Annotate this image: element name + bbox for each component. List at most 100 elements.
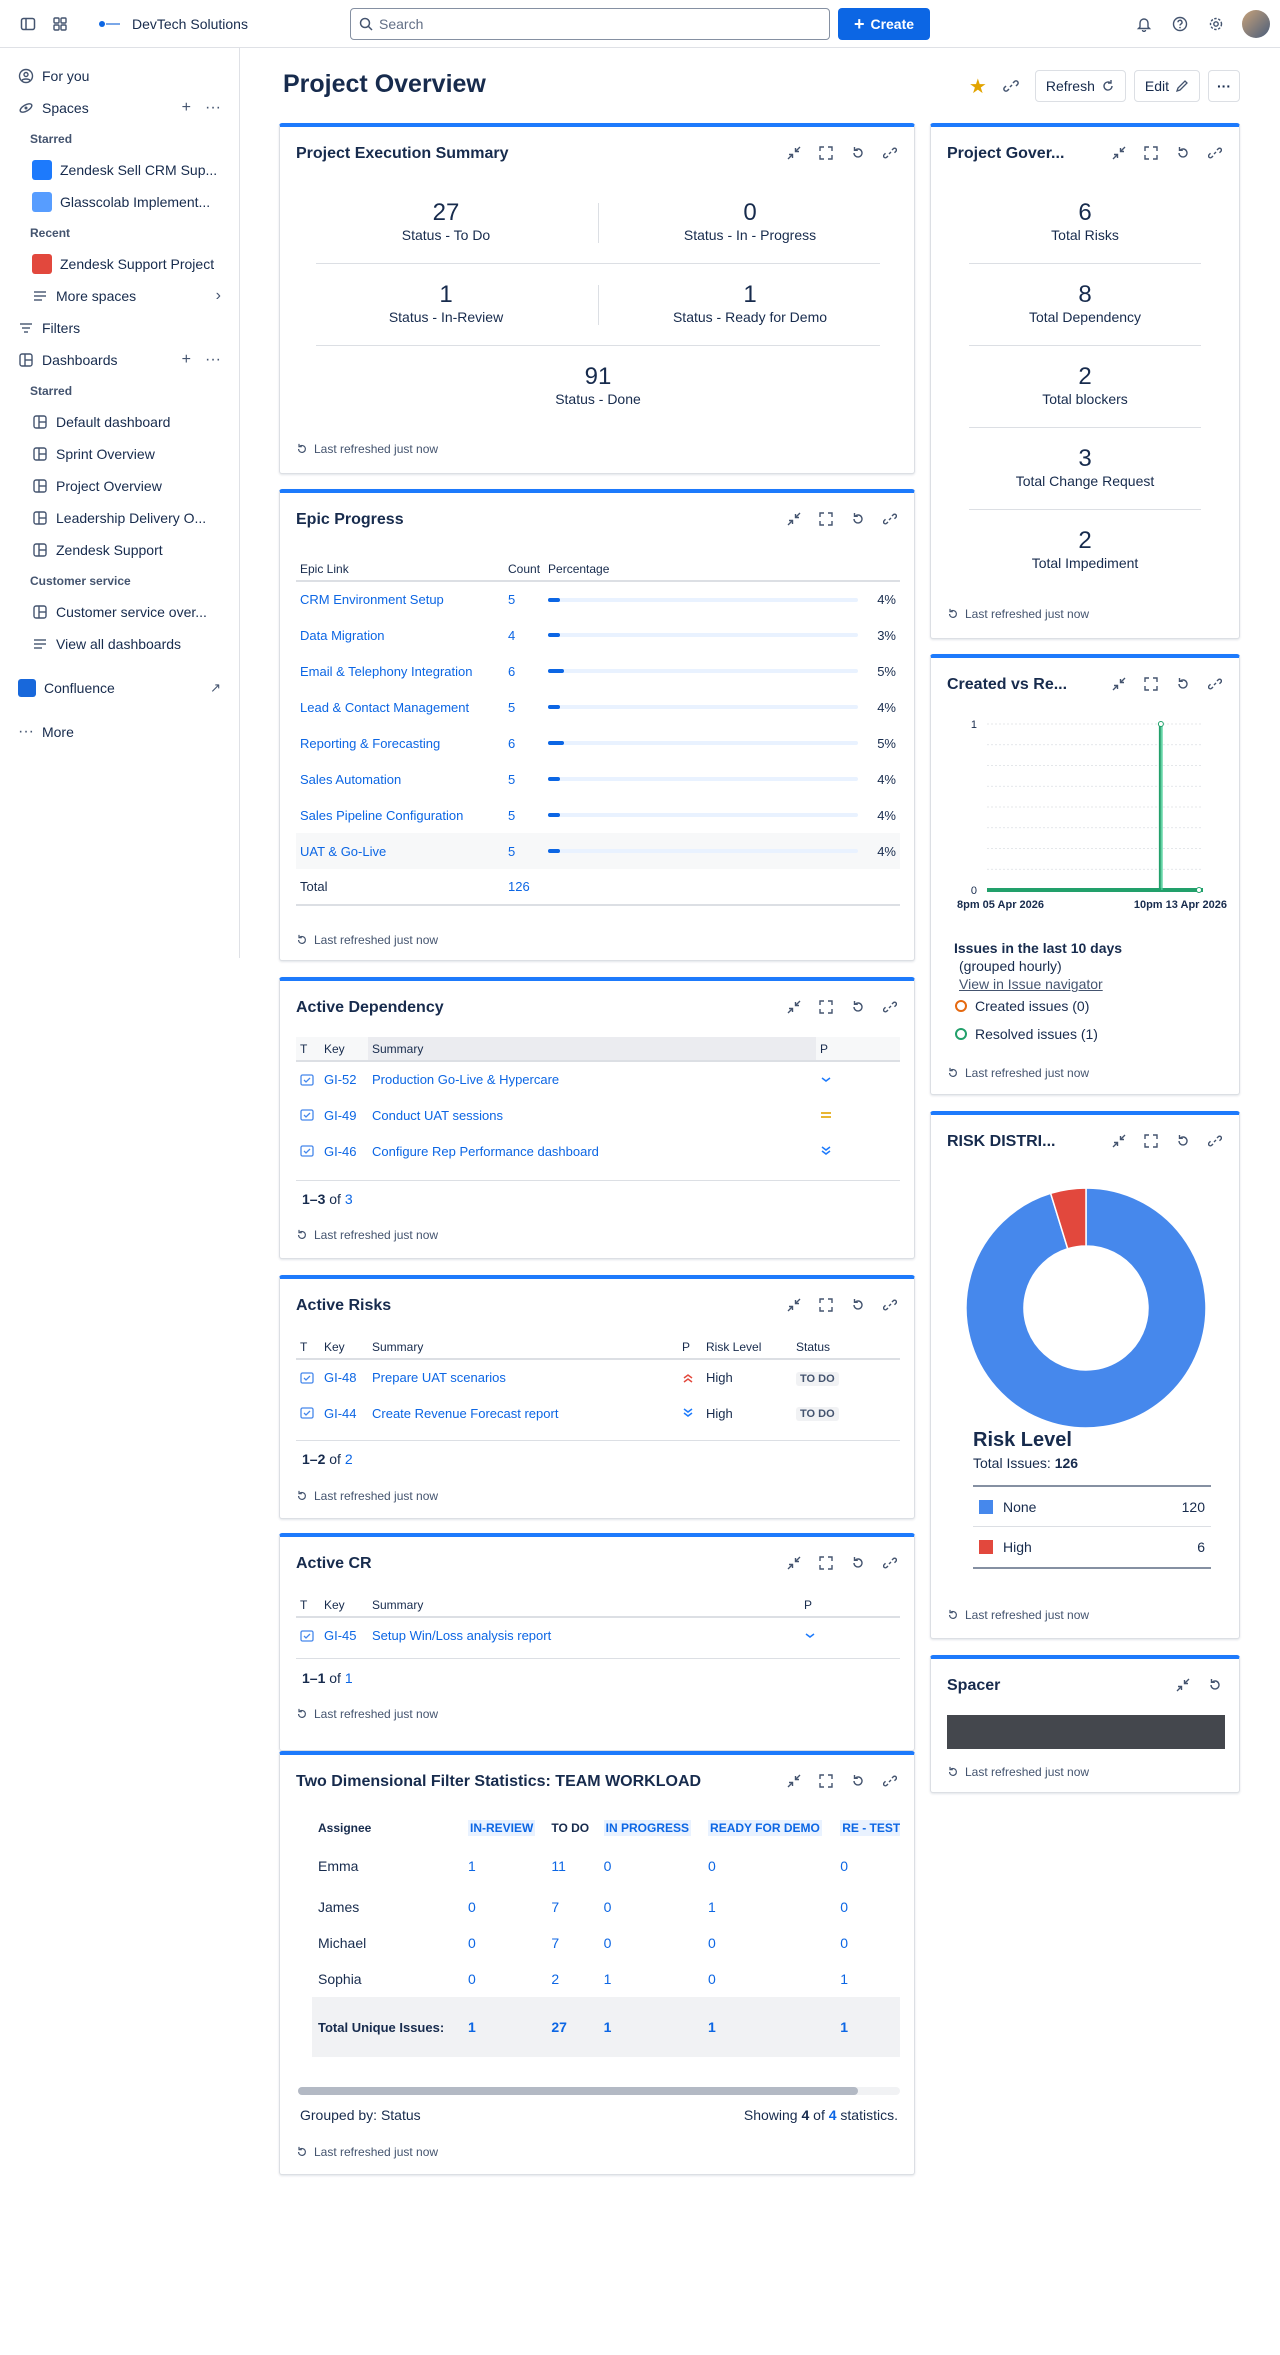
issue-navigator-link[interactable]: View in Issue navigator bbox=[959, 976, 1103, 992]
stat-cell[interactable]: 0 bbox=[603, 1899, 612, 1915]
governance-stat-3[interactable]: 2 Total blockers bbox=[1042, 363, 1128, 407]
stat-cell[interactable]: 0 bbox=[840, 1858, 848, 1874]
table-row[interactable]: UAT & Go-Live 5 4% bbox=[296, 833, 900, 869]
table-row[interactable]: Emma 1 11 0 0 0 bbox=[312, 1843, 900, 1889]
help-icon[interactable] bbox=[1164, 8, 1196, 40]
epic-link[interactable]: Lead & Contact Management bbox=[300, 699, 470, 715]
epic-link[interactable]: Data Migration bbox=[300, 627, 385, 643]
col-header[interactable]: Epic Link bbox=[296, 557, 504, 582]
epic-link[interactable]: UAT & Go-Live bbox=[300, 843, 387, 859]
table-row[interactable]: Data Migration 4 3% bbox=[296, 617, 900, 653]
col-header[interactable]: IN-REVIEW bbox=[468, 1820, 536, 1836]
pager-total-link[interactable]: 2 bbox=[344, 1451, 353, 1467]
fullscreen-icon[interactable] bbox=[816, 143, 836, 163]
col-header[interactable]: T bbox=[296, 1335, 320, 1360]
minimize-icon[interactable] bbox=[784, 509, 804, 529]
epic-count[interactable]: 5 bbox=[508, 807, 516, 823]
fullscreen-icon[interactable] bbox=[816, 1295, 836, 1315]
sidebar-item-spaces[interactable]: Spaces + ··· bbox=[12, 92, 227, 124]
total-cell[interactable]: 1 bbox=[468, 2019, 476, 2035]
col-header[interactable]: Key bbox=[320, 1593, 368, 1618]
app-switcher-icon[interactable] bbox=[44, 8, 76, 40]
notifications-bell-icon[interactable] bbox=[1128, 8, 1160, 40]
table-row[interactable]: GI-52 Production Go-Live & Hypercare bbox=[296, 1061, 900, 1097]
pie-slice-high[interactable] bbox=[1049, 1187, 1087, 1250]
refresh-icon[interactable] bbox=[1173, 143, 1193, 163]
refresh-icon[interactable] bbox=[848, 143, 868, 163]
sidebar-toggle-icon[interactable] bbox=[12, 8, 44, 40]
sidebar-item-dashboard-1[interactable]: Default dashboard bbox=[12, 406, 227, 438]
copy-link-icon[interactable] bbox=[1205, 1131, 1225, 1151]
col-header[interactable]: T bbox=[296, 1593, 320, 1618]
table-row[interactable]: Reporting & Forecasting 6 5% bbox=[296, 725, 900, 761]
sidebar-item-customer-dashboard[interactable]: Customer service over... bbox=[12, 596, 227, 628]
col-header[interactable]: Assignee bbox=[318, 1821, 372, 1835]
more-actions-icon[interactable]: ··· bbox=[205, 99, 221, 116]
copy-link-icon[interactable] bbox=[880, 1553, 900, 1573]
risk-legend-item[interactable]: None 120 bbox=[973, 1487, 1211, 1527]
table-row[interactable]: CRM Environment Setup 5 4% bbox=[296, 581, 900, 617]
stat-cell[interactable]: 0 bbox=[708, 1935, 716, 1951]
table-row[interactable]: GI-44 Create Revenue Forecast report High T… bbox=[296, 1395, 900, 1431]
governance-stat-4[interactable]: 3 Total Change Request bbox=[1015, 445, 1155, 489]
total-value[interactable]: 126 bbox=[508, 879, 530, 894]
col-header[interactable]: T bbox=[296, 1037, 320, 1062]
sidebar-item-more[interactable]: ··· More bbox=[12, 716, 227, 748]
external-link-icon[interactable]: ↗ bbox=[210, 680, 221, 695]
epic-count[interactable]: 5 bbox=[508, 771, 516, 787]
settings-gear-icon[interactable] bbox=[1200, 8, 1232, 40]
minimize-icon[interactable] bbox=[1109, 674, 1129, 694]
col-header[interactable]: Risk Level bbox=[702, 1335, 792, 1360]
refresh-icon[interactable] bbox=[1173, 674, 1193, 694]
fullscreen-icon[interactable] bbox=[816, 1771, 836, 1791]
fullscreen-icon[interactable] bbox=[816, 509, 836, 529]
refresh-icon[interactable] bbox=[848, 1771, 868, 1791]
stat-in-progress[interactable]: 0 Status - In - Progress bbox=[683, 199, 817, 243]
issue-key[interactable]: GI-44 bbox=[324, 1405, 357, 1421]
copy-link-icon[interactable] bbox=[1205, 143, 1225, 163]
col-header[interactable]: RE - TEST bbox=[834, 1813, 900, 1843]
epic-count[interactable]: 5 bbox=[508, 699, 516, 715]
governance-stat-5[interactable]: 2 Total Impediment bbox=[1031, 527, 1139, 571]
col-header[interactable]: Key bbox=[320, 1335, 368, 1360]
stat-cell[interactable]: 2 bbox=[551, 1971, 560, 1987]
stat-done[interactable]: 91 Status - Done bbox=[555, 363, 641, 407]
refresh-icon[interactable] bbox=[848, 997, 868, 1017]
stat-in-review[interactable]: 1 Status - In-Review bbox=[388, 281, 504, 325]
sidebar-item-dashboards[interactable]: Dashboards + ··· bbox=[12, 344, 227, 376]
col-header[interactable]: Status bbox=[792, 1335, 900, 1360]
sidebar-item-recent-space[interactable]: Zendesk Support Project bbox=[12, 248, 227, 280]
copy-link-icon[interactable] bbox=[880, 1295, 900, 1315]
add-space-icon[interactable]: + bbox=[181, 99, 192, 116]
col-header[interactable]: Key bbox=[320, 1037, 368, 1062]
col-header[interactable]: P bbox=[816, 1037, 900, 1062]
issue-summary[interactable]: Create Revenue Forecast report bbox=[372, 1405, 559, 1421]
legend-created[interactable]: Created issues (0) bbox=[955, 998, 1089, 1014]
col-header[interactable]: TO DO bbox=[551, 1821, 590, 1835]
fullscreen-icon[interactable] bbox=[1141, 674, 1161, 694]
table-row[interactable]: GI-46 Configure Rep Performance dashboard bbox=[296, 1133, 900, 1169]
minimize-icon[interactable] bbox=[784, 997, 804, 1017]
sidebar-item-filters[interactable]: Filters bbox=[12, 312, 227, 344]
pager-total-link[interactable]: 1 bbox=[344, 1670, 353, 1686]
stat-cell[interactable]: 0 bbox=[468, 1935, 476, 1951]
stat-to-do[interactable]: 27 Status - To Do bbox=[401, 199, 491, 243]
issue-key[interactable]: GI-45 bbox=[324, 1628, 357, 1643]
issue-summary[interactable]: Prepare UAT scenarios bbox=[372, 1370, 506, 1385]
epic-link[interactable]: CRM Environment Setup bbox=[300, 592, 444, 607]
col-header[interactable]: IN PROGRESS bbox=[603, 1820, 692, 1836]
epic-count[interactable]: 5 bbox=[508, 592, 516, 607]
epic-link[interactable]: Reporting & Forecasting bbox=[300, 735, 441, 751]
stat-cell[interactable]: 11 bbox=[551, 1858, 566, 1874]
issue-summary[interactable]: Production Go-Live & Hypercare bbox=[372, 1072, 560, 1087]
minimize-icon[interactable] bbox=[1109, 1131, 1129, 1151]
sidebar-item-starred-space-2[interactable]: Glasscolab Implement... bbox=[12, 186, 227, 218]
total-cell[interactable]: 27 bbox=[551, 2019, 567, 2035]
horizontal-scrollbar[interactable] bbox=[298, 2087, 900, 2095]
fullscreen-icon[interactable] bbox=[1141, 143, 1161, 163]
edit-button[interactable]: Edit bbox=[1133, 70, 1200, 102]
minimize-icon[interactable] bbox=[784, 1295, 804, 1315]
table-row[interactable]: Sophia 0 2 1 0 1 bbox=[312, 1961, 900, 1997]
minimize-icon[interactable] bbox=[784, 1771, 804, 1791]
sidebar-item-dashboard-4[interactable]: Leadership Delivery O... bbox=[12, 502, 227, 534]
